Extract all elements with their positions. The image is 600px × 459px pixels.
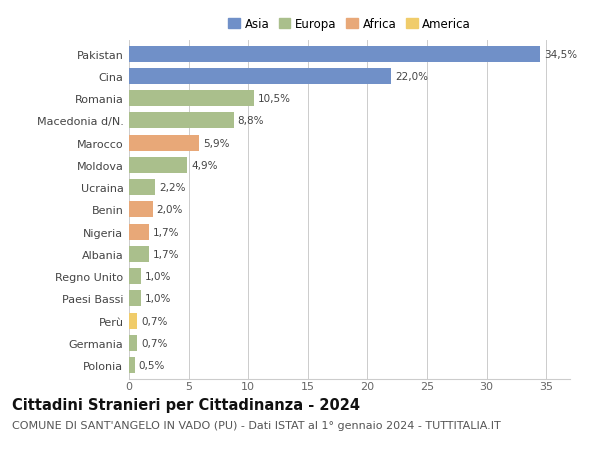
Text: 34,5%: 34,5% [544,50,577,60]
Text: 2,2%: 2,2% [159,183,185,193]
Bar [129,202,153,218]
Text: 1,0%: 1,0% [145,272,171,281]
Bar [129,47,540,62]
Text: 5,9%: 5,9% [203,139,229,148]
Text: 1,7%: 1,7% [153,249,179,259]
Bar [129,157,187,174]
Bar [129,313,137,329]
Text: Cittadini Stranieri per Cittadinanza - 2024: Cittadini Stranieri per Cittadinanza - 2… [12,397,360,412]
Text: 0,7%: 0,7% [141,338,167,348]
Text: 4,9%: 4,9% [191,161,217,171]
Text: 8,8%: 8,8% [238,116,264,126]
Bar [129,291,141,307]
Bar [129,224,149,240]
Text: COMUNE DI SANT'ANGELO IN VADO (PU) - Dati ISTAT al 1° gennaio 2024 - TUTTITALIA.: COMUNE DI SANT'ANGELO IN VADO (PU) - Dat… [12,420,501,430]
Bar [129,335,137,351]
Bar [129,269,141,285]
Bar [129,91,254,107]
Bar [129,358,135,373]
Text: 0,7%: 0,7% [141,316,167,326]
Bar [129,135,199,151]
Bar [129,113,234,129]
Bar [129,69,391,85]
Text: 1,0%: 1,0% [145,294,171,304]
Text: 22,0%: 22,0% [395,72,428,82]
Legend: Asia, Europa, Africa, America: Asia, Europa, Africa, America [223,13,476,36]
Text: 1,7%: 1,7% [153,227,179,237]
Text: 2,0%: 2,0% [157,205,183,215]
Text: 10,5%: 10,5% [258,94,291,104]
Text: 0,5%: 0,5% [139,360,165,370]
Bar [129,180,155,196]
Bar [129,246,149,263]
